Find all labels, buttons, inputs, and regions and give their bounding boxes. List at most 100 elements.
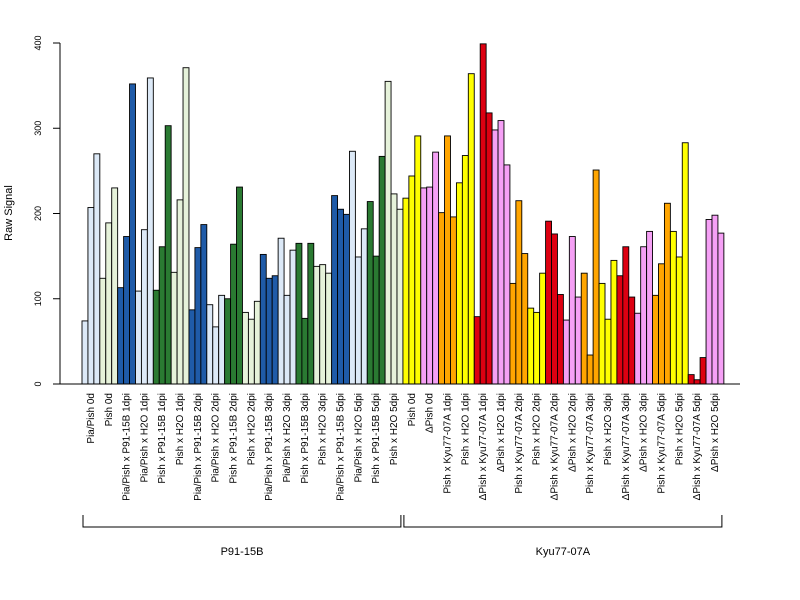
- bar: [509, 282, 517, 385]
- bar: [663, 202, 671, 385]
- bar: [681, 142, 689, 385]
- x-tick-label: Pia/Pish x H2O 2dpi: [211, 393, 222, 483]
- bar: [616, 275, 624, 385]
- x-tick-label: Pish x P91-15B 2dpi: [229, 393, 240, 484]
- bar: [93, 153, 101, 385]
- x-tick-label: Pish x H2O 1dpi: [175, 393, 186, 465]
- bar: [283, 294, 291, 385]
- bar: [497, 120, 505, 385]
- x-tick-label: Pia/Pish x P91-15B 3dpi: [264, 393, 275, 501]
- bar: [354, 256, 362, 385]
- x-tick-label: Pish 0d: [104, 393, 115, 426]
- bar: [319, 264, 327, 385]
- bar: [687, 374, 695, 385]
- bar: [224, 298, 232, 385]
- bar: [337, 208, 344, 385]
- bar-series: [81, 43, 725, 385]
- x-tick-label: ΔPish 0d: [425, 393, 436, 433]
- x-tick-label: Pia/Pish 0d: [86, 393, 97, 444]
- bar: [580, 272, 588, 385]
- bar: [81, 320, 89, 385]
- x-tick-label: Pish x Kyu77-07A 2dpi: [514, 393, 525, 494]
- bar: [111, 187, 119, 385]
- x-tick-label: Pia/Pish x H2O 3dpi: [282, 393, 293, 483]
- bar: [301, 317, 309, 385]
- x-tick-label: ΔPish x Kyu77-07A 1dpi: [478, 393, 489, 500]
- bar: [212, 326, 220, 385]
- bar: [194, 247, 202, 385]
- x-tick-label: Pia/Pish x H2O 1dpi: [139, 393, 150, 483]
- bar: [473, 316, 481, 385]
- bar: [551, 233, 558, 385]
- x-tick-label: Pish x Kyu77-07A 5dpi: [656, 393, 667, 494]
- bar: [426, 186, 434, 385]
- bar: [652, 294, 659, 385]
- bar: [230, 243, 237, 385]
- x-tick-label: Pish 0d: [407, 393, 418, 426]
- bar: [640, 246, 648, 385]
- bar: [313, 265, 321, 385]
- bar: [622, 246, 630, 385]
- bar: [610, 259, 618, 385]
- group-label: Kyu77-07A: [536, 546, 591, 558]
- bar: [545, 220, 552, 385]
- bar: [521, 253, 529, 385]
- bar: [646, 230, 653, 385]
- bar: [515, 200, 523, 385]
- bar: [444, 135, 451, 385]
- x-tick-label: ΔPish x Kyu77-07A 5dpi: [692, 393, 703, 500]
- bar: [586, 354, 594, 385]
- bar: [669, 230, 677, 385]
- x-tick-label: Pish x H2O 2dpi: [246, 393, 257, 465]
- bar: [236, 186, 243, 385]
- bar: [152, 289, 160, 385]
- bar: [360, 228, 368, 385]
- bar: [438, 212, 445, 385]
- bar: [176, 199, 184, 385]
- bar: [628, 296, 636, 385]
- bar: [289, 249, 297, 385]
- bar: [402, 197, 410, 385]
- bar: [384, 80, 392, 385]
- bar: [218, 294, 226, 385]
- bar: [675, 256, 683, 385]
- bar: [259, 253, 267, 385]
- bar: [479, 43, 487, 385]
- bar: [592, 169, 600, 385]
- bar: [307, 242, 315, 385]
- bar: [146, 77, 154, 385]
- bar: [158, 246, 166, 385]
- bar: [271, 275, 279, 385]
- bar: [711, 214, 719, 385]
- bar: [658, 263, 665, 385]
- bar: [574, 296, 582, 385]
- x-tick-label: Pia/Pish x P91-15B 2dpi: [193, 393, 204, 501]
- bar: [277, 237, 285, 385]
- x-tick-label: Pish x H2O 1dpi: [460, 393, 471, 465]
- bar: [129, 83, 136, 385]
- x-tick-label: ΔPish x Kyu77-07A 2dpi: [549, 393, 560, 500]
- y-tick-label: 200: [33, 206, 43, 221]
- bar: [414, 135, 422, 385]
- x-tick-label: Pish x H2O 3dpi: [603, 393, 614, 465]
- x-tick-label: Pish x P91-15B 1dpi: [157, 393, 168, 484]
- bar: [396, 208, 404, 385]
- x-tick-label: Pia/Pish x H2O 5dpi: [353, 393, 364, 483]
- x-tick-label: Pish x H2O 5dpi: [389, 393, 400, 465]
- bar: [527, 307, 535, 385]
- x-tick-label: Pish x H2O 3dpi: [318, 393, 329, 465]
- bar: [533, 311, 541, 385]
- bar: [408, 175, 416, 385]
- bar: [450, 216, 457, 385]
- bar: [562, 319, 570, 385]
- bar: [634, 312, 642, 385]
- x-tick-label: Pish x H2O 5dpi: [674, 393, 685, 465]
- bar: [206, 304, 214, 385]
- bar: [372, 255, 380, 385]
- bar: [491, 129, 499, 385]
- bar: [265, 277, 273, 385]
- bar: [604, 318, 612, 385]
- bar: [135, 290, 142, 385]
- bar: [123, 236, 130, 385]
- x-tick-label: ΔPish x H2O 2dpi: [567, 393, 578, 472]
